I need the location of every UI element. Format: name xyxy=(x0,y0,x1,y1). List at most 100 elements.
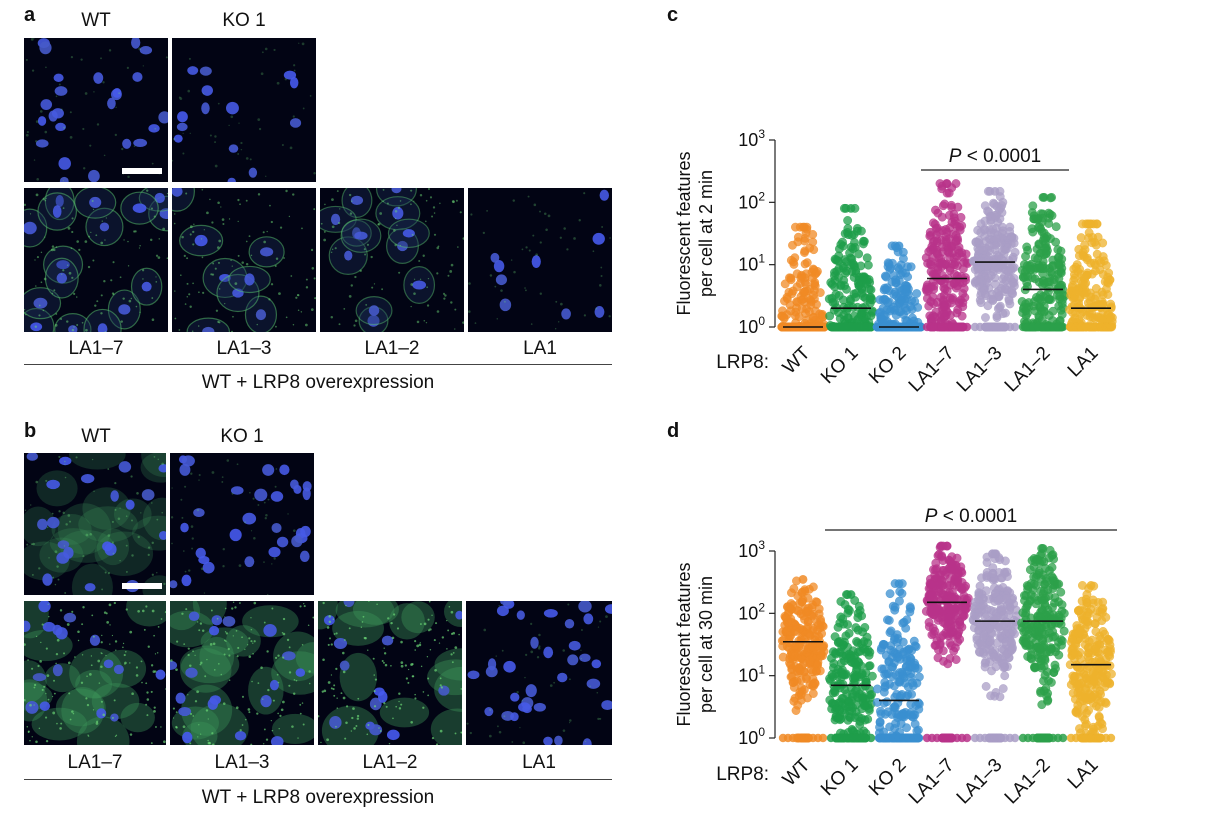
cell-nucleus xyxy=(55,122,66,132)
fluorescent-speckle xyxy=(573,237,576,240)
data-point xyxy=(843,608,853,618)
cell-nucleus xyxy=(368,305,380,316)
fluorescent-speckle xyxy=(334,247,337,250)
fluorescent-speckle xyxy=(96,300,99,303)
cell-nucleus xyxy=(53,73,64,82)
fluorescent-speckle xyxy=(136,491,139,495)
fluorescent-speckle xyxy=(91,458,94,461)
data-point xyxy=(783,609,793,619)
fluorescent-speckle xyxy=(600,266,603,269)
fluorescent-speckle xyxy=(433,233,437,236)
fluorescent-speckle xyxy=(363,248,366,251)
data-point xyxy=(981,682,991,691)
data-point xyxy=(995,692,1005,702)
data-point xyxy=(985,624,994,634)
fluorescent-speckle xyxy=(120,320,123,323)
fluorescent-speckle xyxy=(427,188,431,191)
data-point xyxy=(832,681,842,691)
fluorescent-speckle xyxy=(350,284,353,287)
fluorescent-speckle xyxy=(245,157,249,160)
fluorescent-speckle xyxy=(230,259,232,262)
fluorescent-speckle xyxy=(53,289,56,292)
fluorescent-speckle xyxy=(510,259,513,261)
fluorescent-speckle xyxy=(62,180,64,182)
data-point xyxy=(1058,733,1068,743)
data-point xyxy=(803,617,813,626)
fluorescent-speckle xyxy=(92,208,95,210)
data-point xyxy=(796,695,806,705)
fluorescent-speckle xyxy=(292,193,295,196)
fluorescent-speckle xyxy=(525,246,528,249)
micrograph-b-wt-image xyxy=(24,453,166,595)
fluorescent-speckle xyxy=(583,192,586,195)
fluorescent-speckle xyxy=(114,133,117,137)
fluorescent-speckle xyxy=(331,248,334,251)
cell-nucleus xyxy=(490,252,500,263)
fluorescent-speckle xyxy=(67,226,71,230)
fluorescent-speckle xyxy=(182,132,184,135)
cell-nucleus xyxy=(228,144,239,153)
data-point xyxy=(985,645,995,654)
data-point xyxy=(797,588,807,598)
cell-nucleus xyxy=(531,255,541,268)
fluorescent-speckle xyxy=(289,146,293,150)
fluorescent-speckle xyxy=(292,324,295,326)
fluorescent-speckle xyxy=(186,257,189,260)
cell-nucleus xyxy=(102,541,113,552)
fluorescent-speckle xyxy=(183,254,186,258)
data-point xyxy=(1007,645,1016,655)
fluorescent-speckle xyxy=(90,231,92,234)
fluorescent-speckle xyxy=(211,221,214,224)
fluorescent-speckle xyxy=(309,95,312,97)
fluorescent-speckle xyxy=(55,313,58,315)
fluorescent-speckle xyxy=(71,276,74,279)
fluorescent-speckle xyxy=(126,66,129,69)
fluorescent-speckle xyxy=(273,48,276,52)
fluorescent-speckle xyxy=(500,289,503,292)
fluorescent-speckle xyxy=(104,239,106,241)
fluorescent-speckle xyxy=(24,309,26,311)
fluorescent-speckle xyxy=(71,217,74,220)
cell-nucleus xyxy=(283,70,297,80)
fluorescent-speckle xyxy=(73,326,75,328)
fluorescent-speckle xyxy=(174,290,176,292)
cell-body xyxy=(49,528,97,558)
data-point xyxy=(890,703,900,712)
cell-nucleus xyxy=(107,97,116,110)
data-point xyxy=(934,550,944,559)
cell-nucleus xyxy=(46,516,60,529)
fluorescent-speckle xyxy=(82,127,85,131)
data-point xyxy=(1059,608,1069,618)
data-point-max xyxy=(990,549,1000,559)
fluorescent-speckle xyxy=(55,95,58,98)
fluorescent-speckle xyxy=(443,297,446,300)
fluorescent-speckle xyxy=(139,311,141,313)
fluorescent-speckle xyxy=(290,275,293,277)
x-tick-label-3: LA1–7 xyxy=(905,755,959,809)
fluorescent-speckle xyxy=(172,159,174,162)
data-point xyxy=(924,590,934,600)
data-point xyxy=(914,733,924,743)
fluorescent-speckle xyxy=(221,218,225,221)
micrograph-a-wt xyxy=(24,38,168,182)
data-point xyxy=(997,606,1007,616)
fluorescent-speckle xyxy=(133,145,136,148)
data-point xyxy=(833,713,843,723)
fluorescent-speckle xyxy=(62,207,65,209)
fluorescent-speckle xyxy=(216,246,220,249)
fluorescent-speckle xyxy=(103,154,106,157)
data-point xyxy=(862,632,872,642)
cell-nucleus xyxy=(187,66,199,75)
fluorescent-speckle xyxy=(111,520,114,523)
fluorescent-speckle xyxy=(468,282,471,285)
data-point xyxy=(1041,648,1051,658)
data-point xyxy=(814,632,824,641)
data-point xyxy=(843,620,852,629)
cell-nucleus xyxy=(39,41,52,55)
cell-nucleus xyxy=(154,192,165,204)
cell-nucleus xyxy=(131,38,141,49)
fluorescent-speckle xyxy=(112,293,115,295)
data-point xyxy=(1049,668,1059,677)
data-point xyxy=(1001,637,1011,647)
